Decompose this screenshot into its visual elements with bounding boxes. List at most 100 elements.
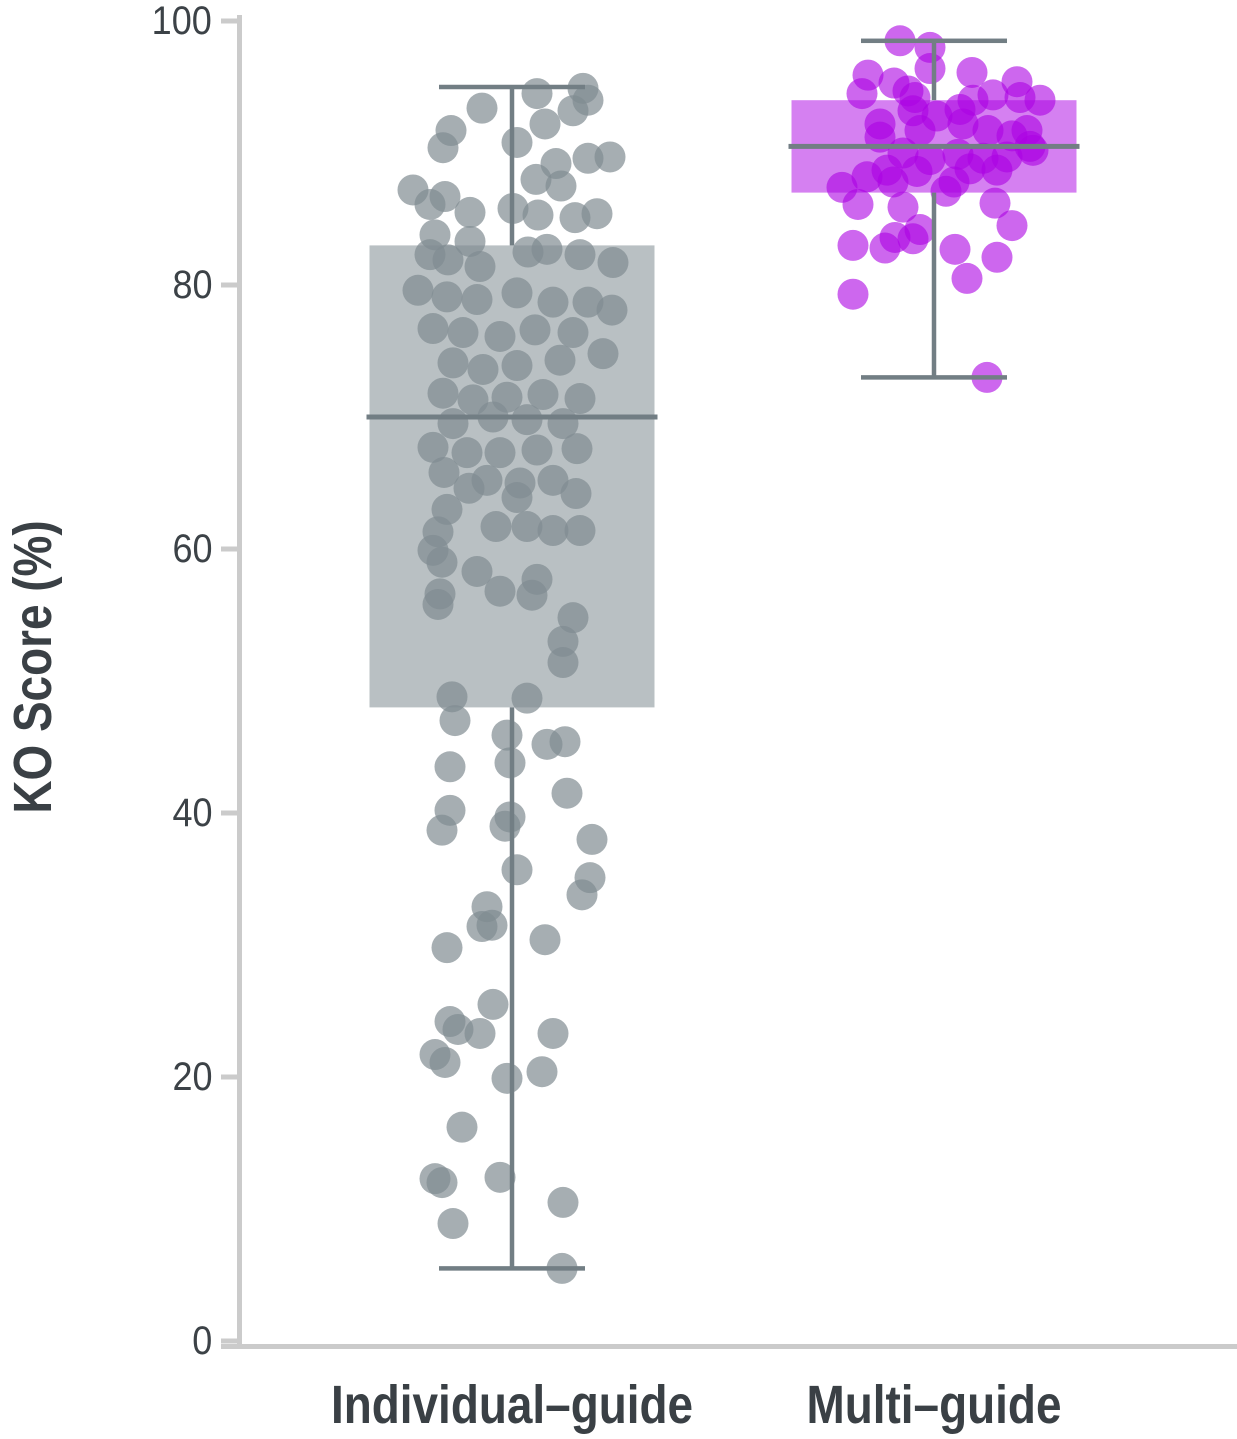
data-point-individual-guide [557, 95, 589, 127]
data-point-individual-guide [564, 383, 596, 415]
whisker-cap-min-multi-guide [861, 375, 1007, 380]
data-point-multi-guide [846, 78, 878, 110]
data-point-individual-guide [461, 555, 493, 587]
data-point-individual-guide [447, 317, 479, 349]
data-point-multi-guide [837, 278, 869, 310]
data-point-individual-guide [520, 163, 552, 195]
y-axis-tick [221, 18, 242, 24]
y-tick-label-text: 60 [171, 527, 212, 571]
data-point-individual-guide [426, 814, 458, 846]
data-point-individual-guide [594, 141, 626, 173]
y-tick-label: 80 [12, 258, 212, 312]
data-point-individual-guide [439, 705, 471, 737]
whisker-cap-min-individual-guide [439, 1266, 585, 1271]
data-point-individual-guide [549, 726, 581, 758]
data-point-individual-guide [489, 810, 521, 842]
y-tick-label-text: 40 [171, 791, 212, 835]
data-point-multi-guide [956, 56, 988, 88]
data-point-individual-guide [572, 142, 604, 174]
data-point-individual-guide [587, 338, 619, 370]
data-point-individual-guide [526, 1056, 558, 1088]
data-point-multi-guide [951, 262, 983, 294]
data-point-individual-guide [547, 1186, 579, 1218]
data-point-individual-guide [484, 320, 516, 352]
data-point-individual-guide [437, 347, 469, 379]
data-point-individual-guide [414, 188, 446, 220]
whisker-cap-max-multi-guide [861, 38, 1007, 44]
data-point-multi-guide [981, 154, 1013, 186]
data-point-multi-guide [1017, 134, 1049, 166]
data-point-individual-guide [597, 247, 629, 279]
data-point-multi-guide [837, 229, 869, 261]
y-axis-line [237, 15, 242, 1349]
data-point-individual-guide [537, 286, 569, 318]
data-point-individual-guide [581, 198, 613, 230]
data-point-individual-guide [446, 1111, 478, 1143]
data-point-individual-guide [402, 274, 434, 306]
data-point-multi-guide [939, 233, 971, 265]
data-point-individual-guide [491, 1062, 523, 1094]
y-tick-label: 20 [12, 1050, 212, 1104]
data-point-multi-guide [901, 155, 933, 187]
data-point-individual-guide [564, 515, 596, 547]
data-point-individual-guide [501, 350, 533, 382]
data-point-individual-guide [511, 511, 543, 543]
data-point-individual-guide [431, 281, 463, 313]
data-point-individual-guide [516, 579, 548, 611]
data-point-individual-guide [529, 924, 561, 956]
data-point-individual-guide [454, 196, 486, 228]
data-point-individual-guide [426, 1167, 458, 1199]
y-tick-label: 60 [12, 522, 212, 576]
median-line-individual-guide [366, 414, 658, 420]
data-point-individual-guide [522, 199, 554, 231]
y-axis-tick [221, 1074, 242, 1080]
data-point-individual-guide [529, 108, 561, 140]
data-point-individual-guide [501, 854, 533, 886]
x-axis-label-text: Multi–guide [806, 1375, 1062, 1435]
data-point-individual-guide [427, 132, 459, 164]
data-point-multi-guide [996, 210, 1028, 242]
data-point-individual-guide [566, 879, 598, 911]
data-point-individual-guide [466, 911, 498, 943]
data-point-individual-guide [466, 92, 498, 124]
x-axis-label-individual-guide: Individual–guide [262, 1375, 762, 1435]
y-axis-tick [221, 810, 242, 816]
data-point-individual-guide [461, 284, 493, 316]
whisker-lower-multi-guide [931, 192, 937, 378]
data-point-individual-guide [426, 546, 458, 578]
data-point-individual-guide [417, 431, 449, 463]
data-point-individual-guide [417, 313, 449, 345]
y-tick-label: 0 [12, 1314, 212, 1368]
x-axis-label-multi-guide: Multi–guide [684, 1375, 1184, 1435]
whisker-upper-multi-guide [931, 40, 937, 101]
data-point-individual-guide [519, 314, 551, 346]
data-point-individual-guide [560, 478, 592, 510]
data-point-individual-guide [491, 719, 523, 751]
data-point-multi-guide [977, 79, 1009, 111]
data-point-individual-guide [427, 377, 459, 409]
data-point-individual-guide [521, 78, 553, 110]
data-point-individual-guide [511, 682, 543, 714]
data-point-individual-guide [544, 344, 576, 376]
data-point-individual-guide [557, 317, 589, 349]
data-point-individual-guide [484, 437, 516, 469]
data-point-multi-guide [1024, 84, 1056, 116]
data-point-multi-guide [842, 188, 874, 220]
data-point-individual-guide [434, 751, 466, 783]
y-tick-label-text: 80 [171, 263, 212, 307]
data-point-individual-guide [564, 239, 596, 271]
data-point-individual-guide [467, 353, 499, 385]
data-point-individual-guide [484, 575, 516, 607]
data-point-individual-guide [464, 251, 496, 283]
data-point-individual-guide [432, 244, 464, 276]
data-point-multi-guide [887, 191, 919, 223]
whisker-lower-individual-guide [509, 707, 515, 1269]
y-tick-label: 100 [12, 0, 212, 48]
data-point-individual-guide [501, 482, 533, 514]
data-point-individual-guide [453, 472, 485, 504]
data-point-individual-guide [437, 408, 469, 440]
data-point-individual-guide [551, 777, 583, 809]
data-point-multi-guide [877, 166, 909, 198]
data-point-individual-guide [511, 404, 543, 436]
